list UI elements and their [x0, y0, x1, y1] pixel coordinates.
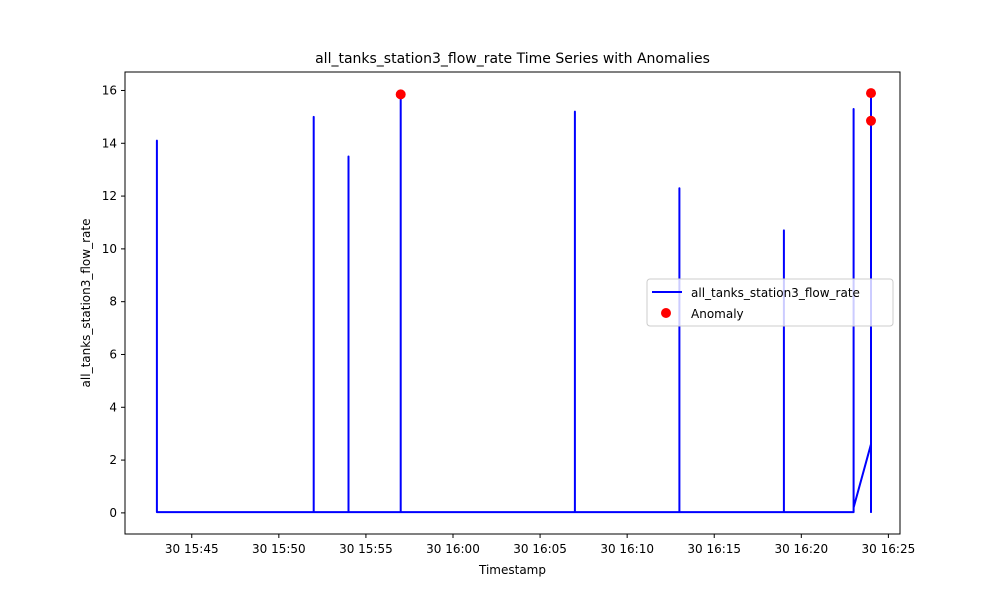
- y-tick-label: 8: [109, 295, 117, 309]
- legend-anomaly-swatch: [661, 308, 671, 318]
- anomaly-point: [866, 88, 876, 99]
- y-tick-label: 2: [109, 453, 117, 467]
- legend: all_tanks_station3_flow_rate Anomaly: [646, 278, 894, 327]
- x-axis-label: Timestamp: [478, 563, 546, 577]
- plot-anomalies: [395, 88, 876, 126]
- anomaly-point: [866, 115, 876, 126]
- plot-frame: [124, 71, 901, 535]
- y-tick-label: 14: [102, 136, 117, 150]
- x-tick-label: 30 16:00: [426, 542, 480, 556]
- y-tick-label: 12: [102, 189, 117, 203]
- x-tick-label: 30 15:50: [252, 542, 306, 556]
- anomaly-point: [395, 89, 406, 100]
- y-tick-label: 0: [109, 506, 117, 520]
- y-tick-label: 4: [109, 400, 117, 414]
- legend-series-label: all_tanks_station3_flow_rate: [691, 286, 860, 300]
- x-tick-label: 30 16:10: [600, 542, 654, 556]
- x-tick-label: 30 16:25: [862, 542, 916, 556]
- x-tick-label: 30 15:55: [339, 542, 393, 556]
- y-tick-label: 10: [102, 242, 117, 256]
- series-line-0: [155, 89, 872, 514]
- y-axis: 0 2 4 6 8 10 12 14 16: [102, 83, 125, 520]
- plot-series: [155, 89, 872, 514]
- legend-anomaly-label: Anomaly: [691, 307, 744, 321]
- x-tick-label: 30 16:20: [774, 542, 828, 556]
- x-tick-label: 30 15:45: [165, 542, 219, 556]
- x-axis: 30 15:45 30 15:50 30 15:55 30 16:00 30 16:05…: [165, 534, 915, 556]
- y-axis-label: all_tanks_station3_flow_rate: [79, 219, 93, 388]
- x-tick-label: 30 16:05: [513, 542, 567, 556]
- chart-title: all_tanks_station3_flow_rate Time Series…: [315, 51, 710, 67]
- y-tick-label: 6: [109, 347, 117, 361]
- legend-box: [646, 278, 894, 327]
- x-tick-label: 30 16:15: [687, 542, 741, 556]
- y-tick-label: 16: [102, 83, 117, 97]
